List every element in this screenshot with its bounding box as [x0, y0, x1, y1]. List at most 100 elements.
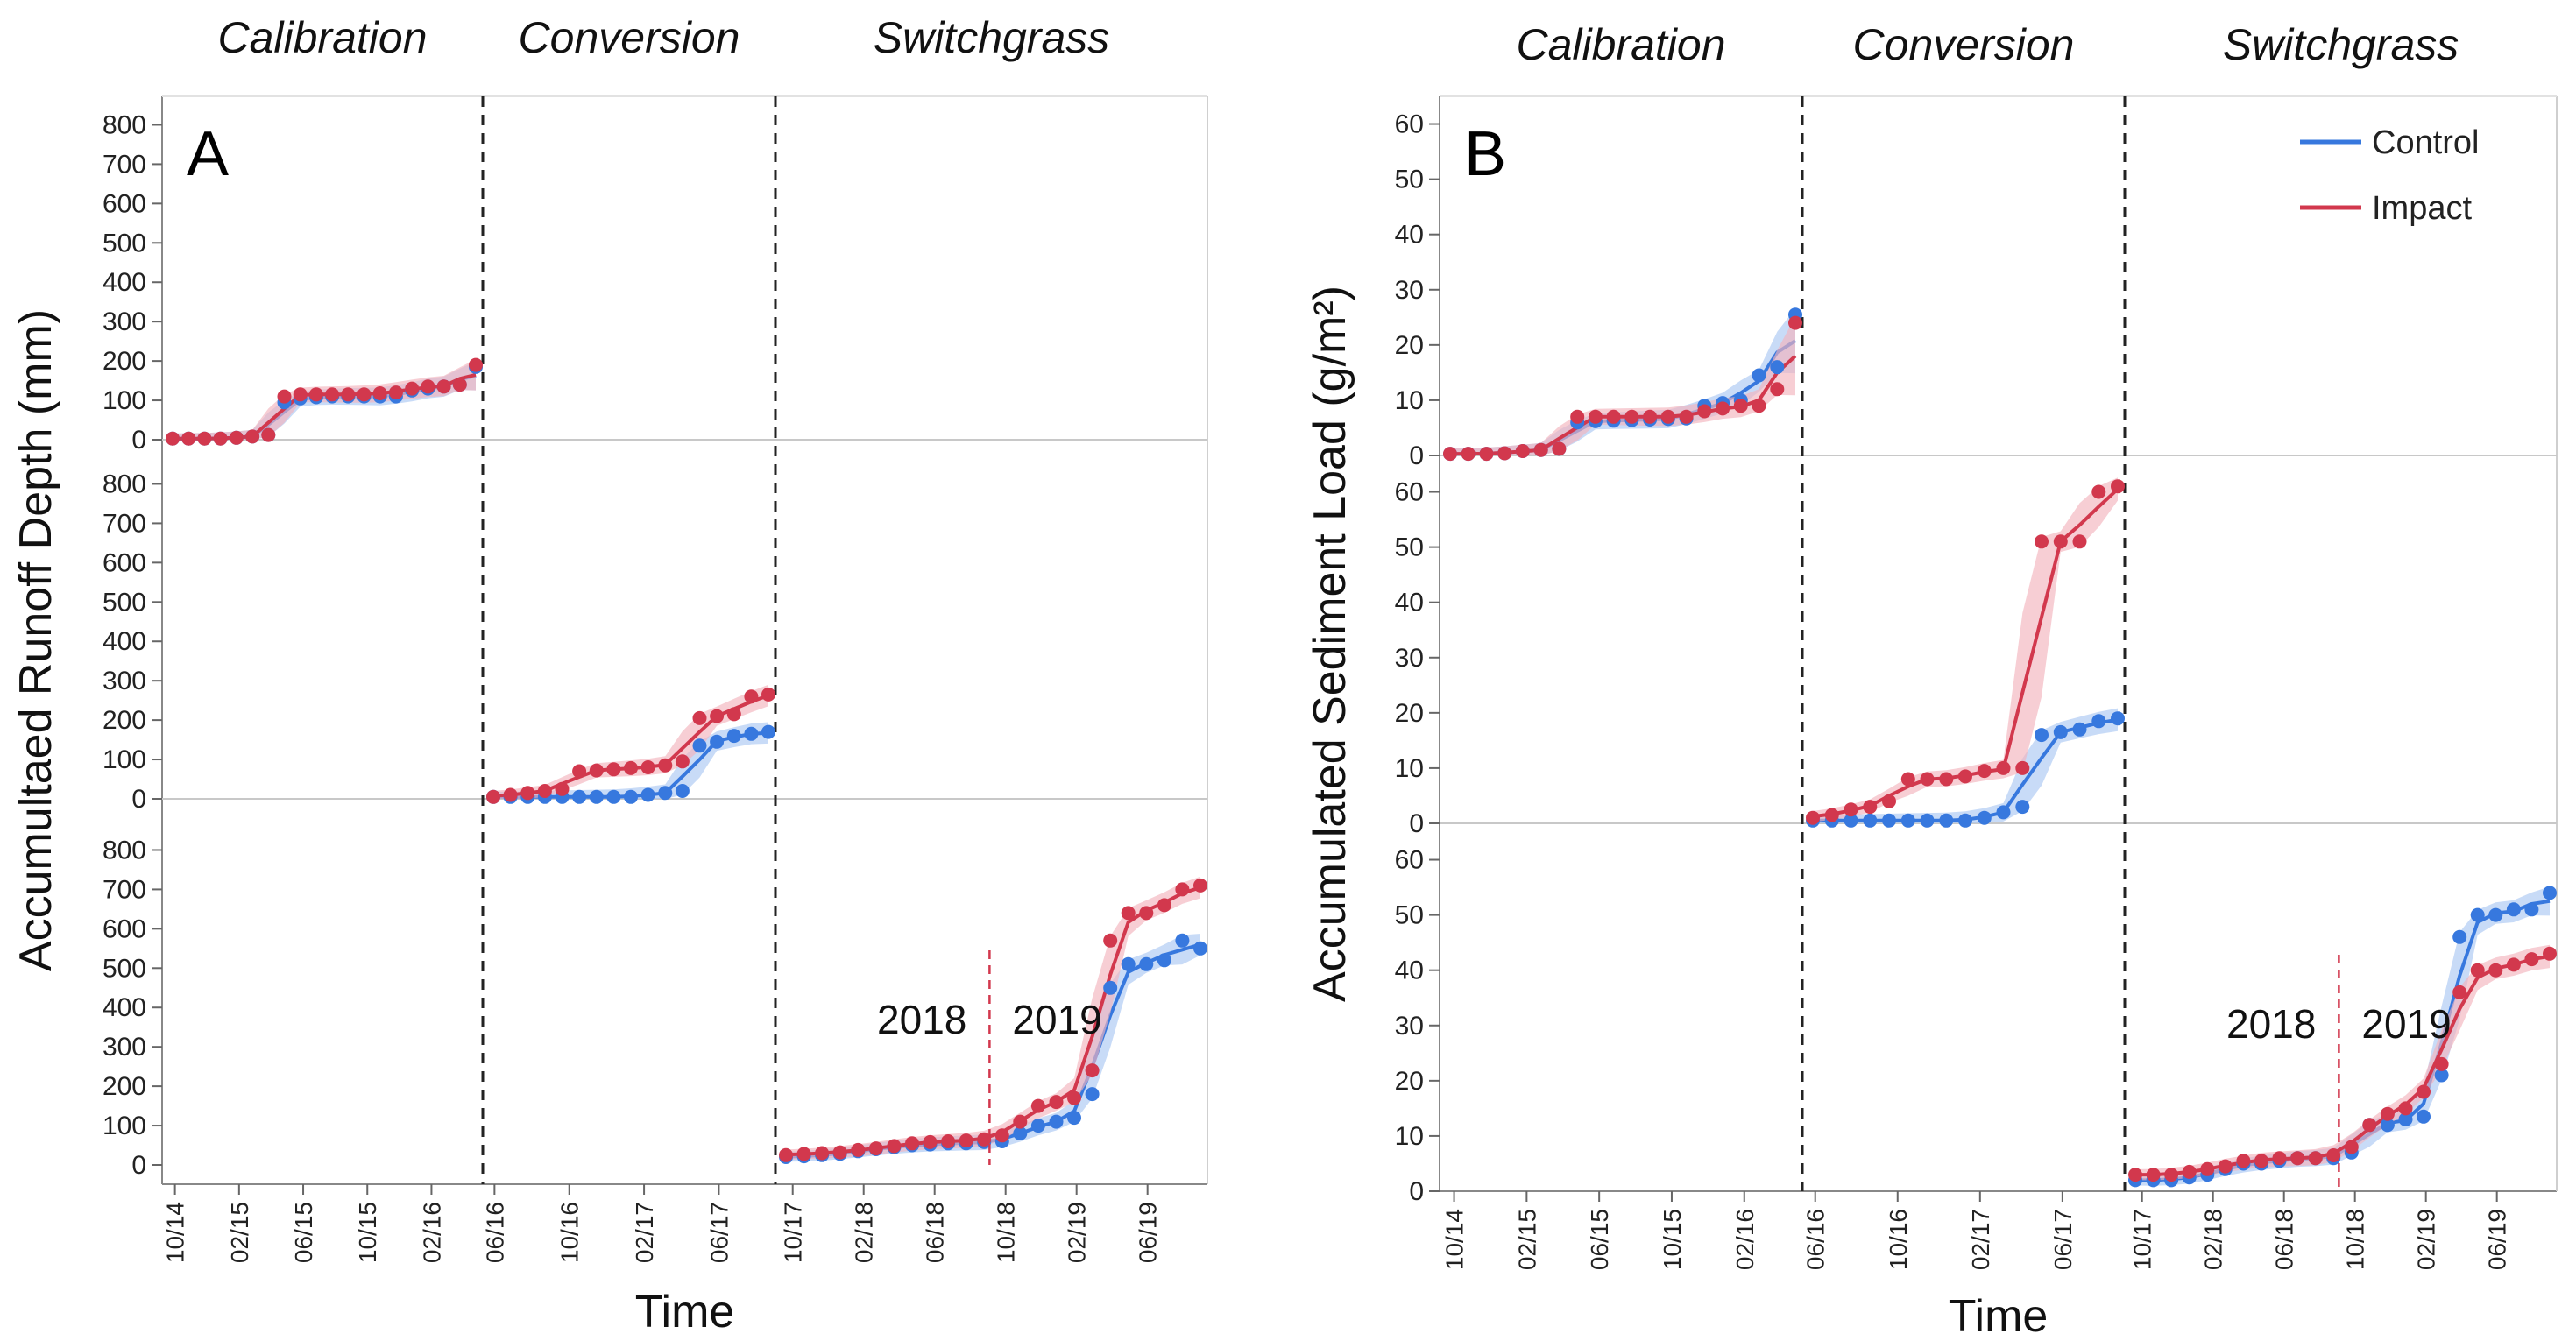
x-tick-label: 06/16 [481, 1202, 508, 1263]
data-point-impact [2091, 484, 2106, 499]
data-point-control [1752, 368, 1766, 383]
facet-conversion [1806, 477, 2125, 828]
y-tick-label: 600 [103, 548, 146, 577]
data-point-impact [1121, 906, 1136, 921]
chart-a-runoff-depth: 0 100 200 300 400 500 600 700 800 0 100 200 300 400 50… [11, 13, 1208, 1337]
data-point-impact [2072, 534, 2087, 549]
y-tick-label: 30 [1395, 644, 1424, 673]
data-point-impact [1660, 409, 1675, 424]
data-point-impact [923, 1134, 938, 1149]
data-point-impact [469, 357, 483, 372]
data-point-control [1882, 813, 1896, 828]
phase-title: Switchgrass [874, 13, 1110, 62]
data-point-impact [1479, 447, 1494, 462]
data-point-impact [606, 762, 621, 777]
data-point-impact [436, 379, 451, 394]
data-point-control [1863, 813, 1878, 828]
data-point-control [1157, 953, 1171, 968]
confidence-band-impact [173, 359, 476, 440]
data-point-control [675, 784, 690, 798]
data-point-impact [1533, 442, 1548, 457]
data-point-impact [905, 1136, 919, 1151]
x-tick-label: 02/19 [2413, 1209, 2440, 1270]
confidence-band-control [493, 722, 768, 799]
data-point-impact [2488, 963, 2503, 978]
data-point-impact [1900, 772, 1915, 787]
facet-conversion [486, 684, 775, 804]
data-point-impact [261, 427, 276, 442]
data-point-impact [1977, 764, 1992, 779]
data-point-control [1030, 1119, 1045, 1133]
data-point-impact [1049, 1095, 1064, 1110]
phase-title: Calibration [1516, 20, 1725, 69]
facet-calibration [1443, 307, 1802, 462]
data-point-impact [1697, 404, 1712, 419]
data-point-impact [2053, 534, 2068, 549]
data-point-control [624, 789, 638, 804]
facet-switchgrass: 2018 2019 [779, 876, 1207, 1165]
y-tick-label: 800 [103, 836, 146, 865]
data-point-impact [2035, 534, 2049, 549]
x-tick-label: 02/16 [418, 1202, 445, 1263]
legend-label-control: Control [2372, 124, 2480, 161]
data-point-control [2015, 800, 2030, 815]
data-point-impact [1570, 409, 1585, 424]
data-point-impact [887, 1139, 902, 1154]
data-point-impact [421, 379, 435, 394]
data-point-impact [2111, 479, 2125, 494]
data-point-impact [1443, 447, 1457, 462]
data-point-impact [658, 758, 673, 773]
data-point-control [2072, 722, 2087, 737]
data-point-impact [1067, 1090, 1081, 1105]
x-tick-label: 10/17 [2129, 1209, 2156, 1270]
y-tick-label: 700 [103, 509, 146, 538]
year-label-2018: 2018 [2226, 1001, 2316, 1047]
data-point-impact [2236, 1154, 2251, 1168]
data-point-control [606, 789, 621, 804]
data-point-control [1193, 941, 1207, 956]
data-point-impact [815, 1146, 830, 1161]
data-point-control [692, 738, 707, 753]
x-tick-label: 10/14 [162, 1202, 189, 1263]
phase-title: Conversion [1853, 20, 2075, 69]
confidence-band-impact [786, 876, 1200, 1160]
data-point-control [2524, 902, 2539, 917]
y-tick-label: 300 [103, 307, 146, 336]
data-point-impact [959, 1133, 973, 1148]
x-tick-label: 10/18 [993, 1202, 1020, 1263]
data-point-impact [977, 1132, 992, 1147]
data-point-impact [1497, 446, 1512, 461]
data-point-control [1844, 813, 1858, 828]
data-point-impact [537, 784, 552, 798]
data-point-impact [2182, 1164, 2197, 1179]
data-point-impact [1085, 1063, 1100, 1078]
data-point-impact [2434, 1056, 2449, 1071]
data-point-impact [181, 431, 196, 446]
data-point-control [1996, 805, 2011, 820]
y-tick-label: 50 [1395, 901, 1424, 930]
data-point-impact [2272, 1151, 2287, 1166]
y-tick-label: 30 [1395, 276, 1424, 305]
x-tick-label: 02/15 [226, 1202, 253, 1263]
x-tick-label: 06/18 [922, 1202, 949, 1263]
y-tick-label: 400 [103, 268, 146, 297]
data-point-impact [2290, 1151, 2305, 1166]
confidence-band-control [2135, 886, 2550, 1186]
panel-label: A [187, 119, 229, 189]
data-point-control [710, 734, 725, 749]
confidence-band-impact [1450, 316, 1795, 455]
data-point-impact [1863, 800, 1878, 815]
data-point-impact [2470, 963, 2485, 978]
y-tick-label: 600 [103, 189, 146, 218]
data-point-control [2434, 1068, 2449, 1083]
x-tick-label: 02/17 [1967, 1209, 1994, 1270]
data-point-impact [2417, 1084, 2431, 1099]
data-point-impact [710, 709, 725, 723]
data-point-impact [1733, 399, 1748, 413]
x-tick-label: 10/16 [1885, 1209, 1912, 1270]
data-point-impact [341, 387, 356, 402]
data-point-control [2452, 929, 2467, 944]
data-point-impact [1824, 808, 1839, 822]
y-tick-label: 0 [131, 1151, 146, 1180]
